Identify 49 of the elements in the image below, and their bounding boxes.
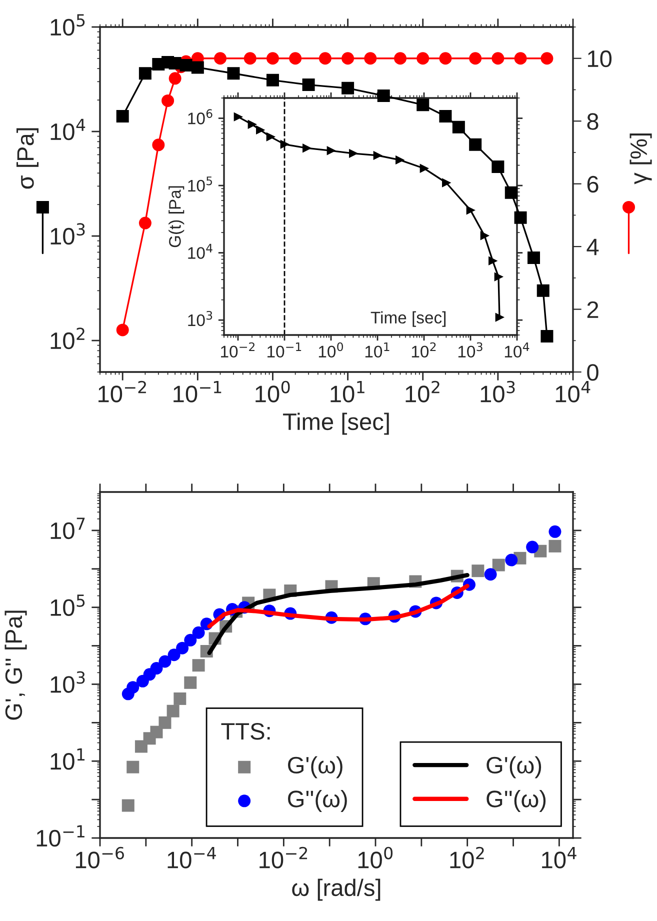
y2-tick-label: 10 [588,50,612,68]
x-tick-label: 10$^{−4}$ [168,847,216,868]
y2-tick-label: 4 [586,238,599,256]
y-tick-label: 10$^{4}$ [188,244,212,259]
x-tick-label: 10$^{2}$ [450,846,484,868]
y-tick-label: 10$^{7}$ [50,518,85,540]
y-tick-label: 10$^{−1}$ [36,825,84,847]
y-tick-label: 10$^{3}$ [188,310,212,326]
y-tick-label: 10$^{1}$ [50,748,85,770]
y-tick-label: 10$^{5}$ [188,176,212,192]
y2-tick-label: 6 [587,176,598,193]
x-tick-label: 10$^{−1}$ [268,342,302,358]
x-tick-label: 10$^{4}$ [556,381,590,402]
y-tick-label: 10$^{3}$ [50,671,85,693]
x-tick-label: 10$^{3}$ [458,342,482,358]
x-tick-label: 10$^{4}$ [504,342,530,358]
x-tick-label: 10$^{0}$ [256,380,290,402]
y-tick-label: 10$^{5}$ [50,594,85,616]
x-tick-label: 10$^{4}$ [542,847,576,868]
x-tick-label: 10$^{0}$ [318,342,344,358]
x-tick-label: 10$^{1}$ [365,342,390,358]
x-tick-label: 10$^{3}$ [480,380,515,402]
x-axis-title: Time [sec] [370,311,446,327]
y2-tick-label: 0 [587,364,598,381]
x-tick-label: 10$^{2}$ [406,380,440,402]
y2-tick-label: 8 [587,113,598,130]
legend-label: G''(ω) [288,790,347,812]
x-tick-label: 10$^{0}$ [358,846,393,868]
x-tick-label: 10$^{−2}$ [221,342,254,358]
legend-title: TTS: [221,723,270,740]
y2-axis-title: γ [%] [630,134,652,184]
x-axis-title: ω [rad/s] [292,878,380,901]
x-tick-label: 10$^{−2}$ [260,846,308,868]
x-tick-label: 10$^{−6}$ [76,846,124,868]
x-tick-label: 10$^{−2}$ [98,380,146,402]
y-tick-label: 10$^{5}$ [50,14,85,36]
x-tick-label: 10$^{1}$ [330,381,364,402]
legend-label: G''(ω) [486,790,546,812]
y-tick-label: 10$^{3}$ [50,223,85,245]
y-tick-label: 10$^{4}$ [50,118,86,140]
x-axis-title: Time [sec] [283,412,389,435]
legend-label: G'(ω) [288,756,342,778]
y-axis-title: σ [Pa] [16,128,39,189]
y-axis-title: G', G'' [Pa] [4,610,27,720]
x-tick-label: 10$^{2}$ [412,342,436,358]
y2-tick-label: 2 [587,301,598,318]
y-tick-label: 10$^{6}$ [188,109,212,124]
y-axis-title: G(t) [Pa] [168,186,184,248]
legend-label: G'(ω) [486,756,542,778]
